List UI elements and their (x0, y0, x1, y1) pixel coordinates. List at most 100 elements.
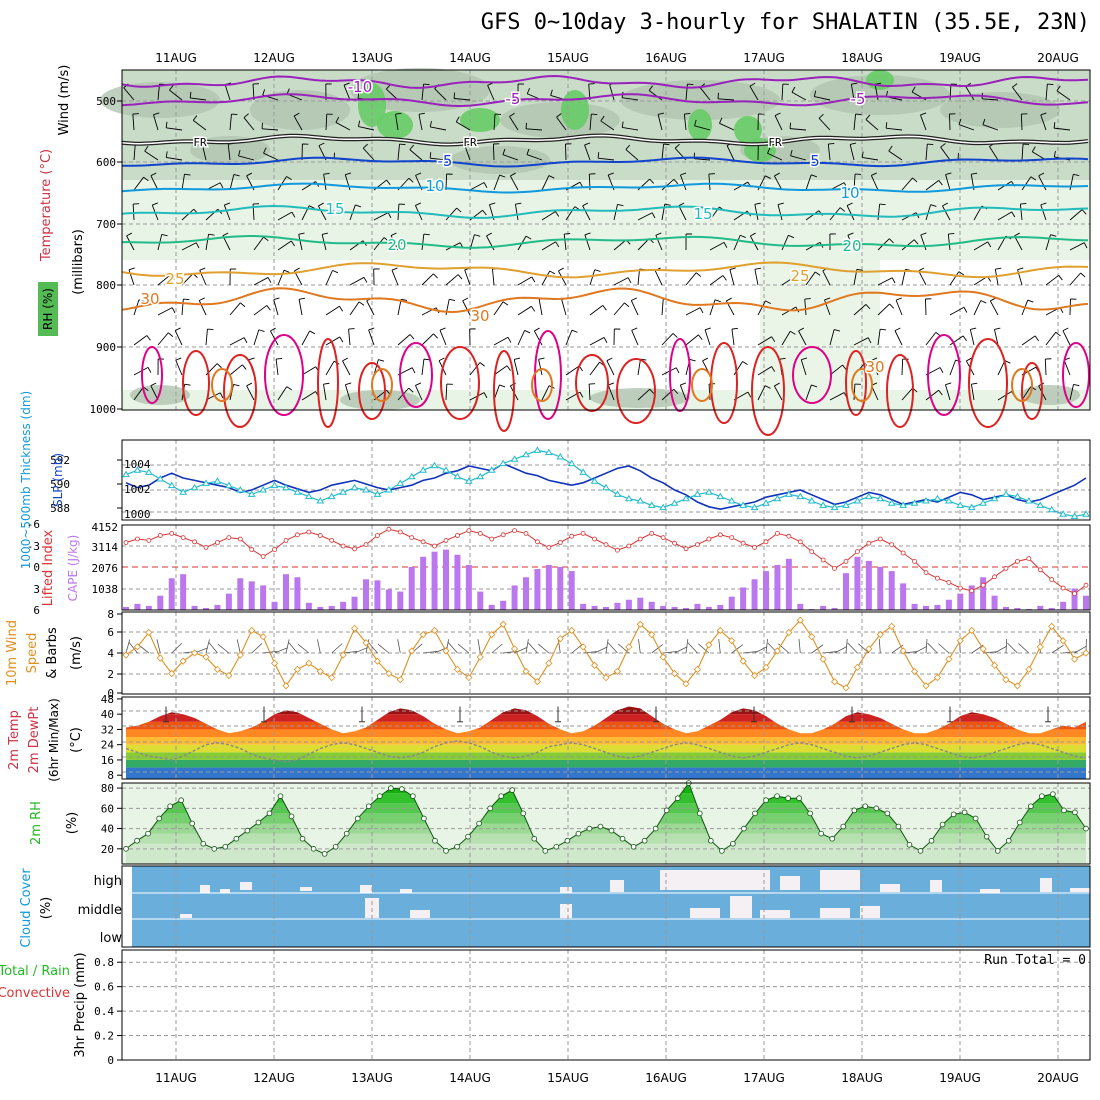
wind-barb-flag (617, 203, 624, 207)
slp-point-75 (979, 499, 988, 506)
wind-barb-flag (335, 116, 340, 123)
wind10m-barb-9 (217, 643, 230, 654)
cape-bar-2 (145, 605, 152, 610)
wind-barb-staff (865, 119, 879, 131)
wind-barb (1019, 203, 1027, 221)
wind-barb-flag (207, 328, 214, 331)
lifted-index-point-3 (157, 533, 163, 538)
wind-barb-staff (301, 391, 316, 401)
wind-barb-flag (777, 202, 784, 205)
wind-barb-staff (1054, 127, 1071, 131)
cape-bar-65 (865, 560, 872, 610)
wind-barb-flag (790, 149, 793, 156)
rh2m-point-32 (476, 820, 482, 827)
wind-barb-flag (400, 298, 408, 301)
wind-barb (277, 269, 290, 286)
lifted-index-point-54 (740, 540, 746, 546)
rh2m-point-30 (454, 843, 460, 850)
wind-barb-flag (912, 177, 918, 183)
wind-barb-staff (517, 276, 533, 286)
wind-barb-flag (794, 275, 800, 282)
wind-barb-flag (674, 143, 680, 149)
slp-point-76 (990, 494, 999, 502)
wind-barb (949, 306, 968, 316)
rh2m-point-4 (167, 803, 173, 810)
wind-barb (1045, 274, 1063, 286)
wind-barb (243, 113, 255, 131)
cloud-high-block-14 (1040, 878, 1052, 892)
wind10m-barb-10 (236, 639, 241, 654)
wind10m-point-13 (271, 659, 279, 667)
rh-legend-swatch (38, 282, 58, 336)
wind10m-barb-13 (274, 647, 288, 654)
cape-bar-63 (843, 573, 849, 610)
cape-bar-23 (385, 589, 392, 610)
wind-barb-staff (805, 174, 812, 191)
wind-barb-staff (541, 385, 550, 401)
wind-barb-staff (733, 235, 741, 251)
rh2m-point-63 (818, 830, 824, 837)
rh2m-point-48 (652, 825, 659, 832)
wind-barb-flag (694, 119, 697, 126)
wind-barb (829, 233, 836, 251)
wind10m-point-55 (751, 671, 759, 680)
cape-bar-47 (660, 605, 667, 610)
wind-barb-flag (1020, 203, 1027, 205)
wind-barb-flag (673, 179, 679, 185)
wind-barb-flag (318, 142, 325, 147)
wind-barb-flag (865, 114, 871, 120)
wind-barb-flag (342, 357, 348, 362)
cape-bar-35 (523, 577, 529, 610)
wind-barb-flag (1034, 335, 1039, 342)
wind-barb (469, 362, 485, 376)
wind-barb (661, 178, 679, 191)
cape-bar-53 (728, 596, 735, 610)
temp-contour-35-loop-10 (575, 354, 609, 412)
wind10m-barb-45 (638, 639, 641, 654)
wind-barb-flag (1073, 383, 1080, 387)
lifted-index-point-76 (992, 574, 997, 580)
cape-bar-70 (923, 605, 929, 610)
wind-barb-staff (925, 144, 928, 161)
wind-barb-staff (541, 270, 551, 286)
wind-barb-flag (894, 327, 901, 332)
wind10m-point-59 (796, 616, 804, 624)
wind-barb (1045, 234, 1057, 251)
lifted-index-point-75 (980, 582, 986, 588)
wind-barb (901, 239, 919, 251)
wind-barb (657, 112, 665, 131)
rh2m-point-2 (145, 830, 151, 837)
contour-label-2: -5 (851, 90, 866, 108)
wind-barb-staff (678, 205, 687, 221)
wind-barb-flag (258, 329, 265, 332)
contour-label-8: 15 (693, 205, 712, 223)
wind-barb (993, 327, 1001, 346)
wind-barb-flag (1027, 299, 1034, 303)
wind-barb-staff (661, 333, 674, 346)
wind-barb (556, 113, 567, 131)
temp-contour-35-loop-7 (440, 346, 480, 420)
wind-barb (729, 267, 736, 286)
wind-barb-staff (181, 299, 184, 316)
wind-barb (997, 360, 1011, 376)
rh2m-point-72 (917, 848, 924, 854)
wind-barb-flag (298, 297, 306, 300)
temp-contour-35-loop-20 (1021, 362, 1043, 420)
wind-barb-flag (515, 202, 522, 205)
cape-bar-52 (717, 604, 724, 610)
wind-barb (493, 113, 502, 131)
cape-bar-84 (1083, 595, 1089, 610)
wind-barb-staff (462, 300, 471, 316)
wind-barb-staff (719, 122, 735, 131)
wind10m-barb-41 (594, 646, 608, 654)
wind-barb-staff (509, 175, 519, 191)
date-label-bottom-1: 12AUG (253, 1071, 295, 1085)
wind10m-point-72 (945, 655, 953, 663)
precip-frame (121, 949, 1091, 1061)
lifted-index-point-0 (123, 540, 129, 545)
wind-barb (229, 174, 240, 191)
wind-barb (445, 383, 453, 401)
wind-barb-staff (293, 115, 303, 131)
wind10m-point-33 (499, 620, 507, 628)
wind-barb (514, 202, 522, 221)
